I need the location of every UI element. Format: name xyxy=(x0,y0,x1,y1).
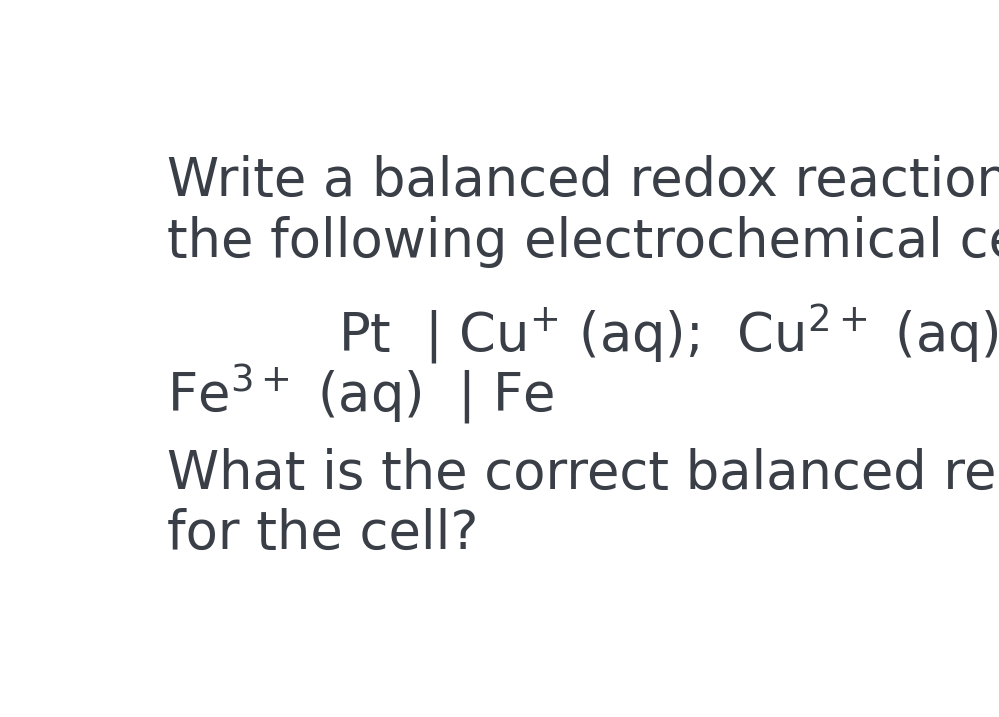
Text: Fe$^{3+}$ (aq)  | Fe: Fe$^{3+}$ (aq) | Fe xyxy=(168,362,554,427)
Text: Pt  | Cu$^{+}$ (aq);  Cu$^{2+}$ (aq)  $||$: Pt | Cu$^{+}$ (aq); Cu$^{2+}$ (aq) $||$ xyxy=(338,301,999,366)
Text: Write a balanced redox reaction for: Write a balanced redox reaction for xyxy=(168,155,999,207)
Text: for the cell?: for the cell? xyxy=(168,508,479,561)
Text: What is the correct balanced reaction: What is the correct balanced reaction xyxy=(168,447,999,500)
Text: the following electrochemical cell:: the following electrochemical cell: xyxy=(168,216,999,267)
